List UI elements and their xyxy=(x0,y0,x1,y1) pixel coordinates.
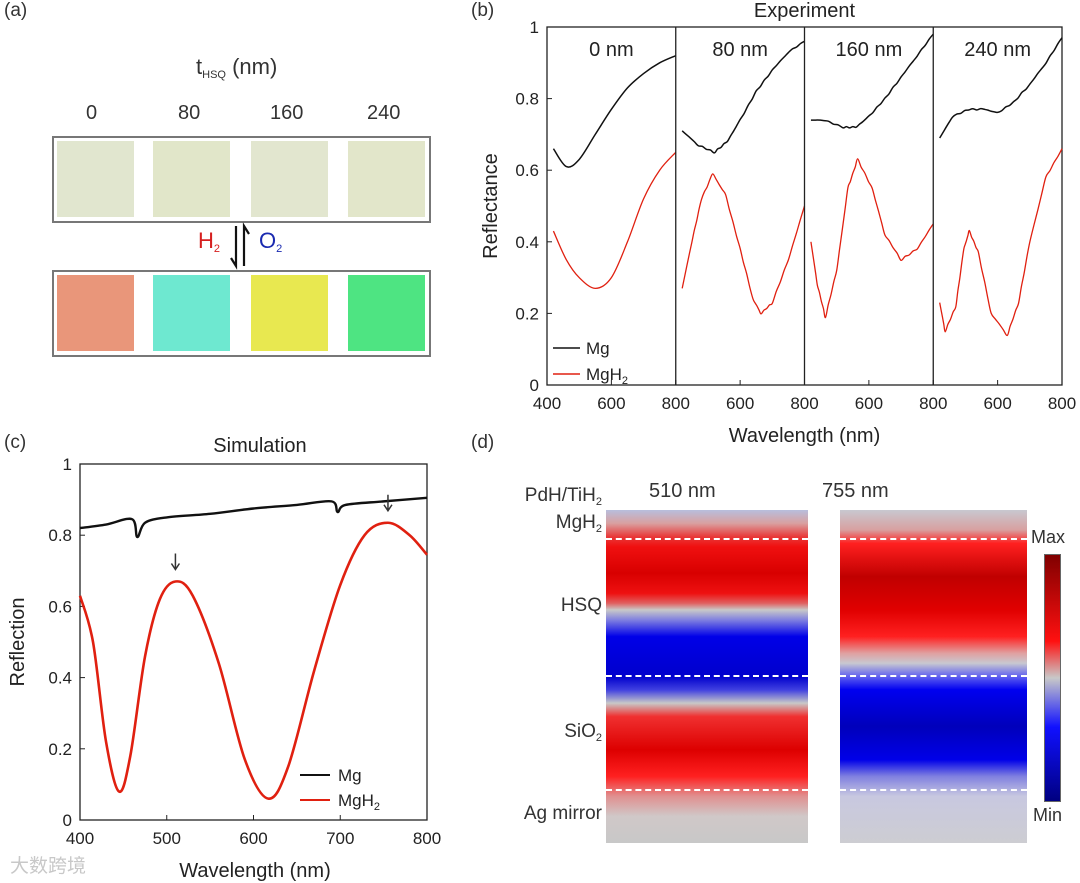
sample-square-mg-80 xyxy=(153,141,230,217)
layer-label-ag-mirror: Ag mirror xyxy=(523,803,602,824)
sample-square-mgh2-240 xyxy=(348,275,425,351)
y-tick-label-c: 0.4 xyxy=(48,669,72,688)
sample-row-mg xyxy=(52,136,431,223)
sample-square-mgh2-80 xyxy=(153,275,230,351)
y-tick-label-c: 1 xyxy=(63,455,72,474)
watermark: 大数跨境 xyxy=(10,856,87,877)
legend-label-c: MgH2 xyxy=(338,791,380,813)
y-tick-label-c: 0.8 xyxy=(48,526,72,545)
x-tick-label-b: 400 xyxy=(533,394,561,413)
layer-boundary xyxy=(840,675,1027,677)
layer-label-hsq: HSQ xyxy=(560,595,602,616)
y-tick-label-b: 0.6 xyxy=(515,161,539,180)
chart-title-c: Simulation xyxy=(213,435,306,457)
sample-square-mgh2-0 xyxy=(57,275,134,351)
peak-arrow-icon xyxy=(170,553,181,571)
legend-label-b: MgH2 xyxy=(586,365,628,387)
subpanel-label-b: 240 nm xyxy=(964,39,1031,61)
reversible-arrows-icon xyxy=(230,222,250,270)
plot-frame-c xyxy=(79,463,428,821)
layer-boundary xyxy=(840,789,1027,791)
legend-label-c: Mg xyxy=(338,766,362,785)
subpanel-label-b: 160 nm xyxy=(836,39,903,61)
x-tick-label-b: 800 xyxy=(1048,394,1076,413)
x-tick-label-b: 600 xyxy=(983,394,1011,413)
layer-boundary xyxy=(606,789,808,791)
series-mg-80nm xyxy=(681,40,805,154)
x-tick-label-b: 800 xyxy=(790,394,818,413)
series-mgh2-c xyxy=(78,521,428,800)
x-tick-label-b: 800 xyxy=(919,394,947,413)
panel-label-d: (d) xyxy=(471,432,495,453)
x-tick-label-b: 600 xyxy=(597,394,625,413)
x-axis-label-b: Wavelength (nm) xyxy=(729,425,881,447)
heatmap-column-755: 755 nm xyxy=(822,480,889,502)
colorbar xyxy=(1044,554,1061,802)
layer-boundary xyxy=(606,675,808,677)
series-mg-160nm xyxy=(810,33,934,129)
subpanel-label-b: 0 nm xyxy=(589,39,633,61)
sample-row-mgh2 xyxy=(52,270,431,357)
subpanel-label-b: 80 nm xyxy=(712,39,768,61)
layer-label-mgh2: MgH2 xyxy=(555,512,602,535)
y-axis-label-c: Reflection xyxy=(7,598,29,687)
y-tick-label-b: 0.2 xyxy=(515,304,539,323)
x-tick-label-b: 800 xyxy=(662,394,690,413)
x-tick-label-b: 600 xyxy=(855,394,883,413)
heatmap-column-510: 510 nm xyxy=(649,480,716,502)
y-tick-label-b: 0.4 xyxy=(515,233,539,252)
chart-title-b: Experiment xyxy=(754,0,856,22)
series-mg-240nm xyxy=(939,37,1063,139)
o2-label: O2 xyxy=(259,228,283,255)
x-axis-label-c: Wavelength (nm) xyxy=(179,860,331,882)
sample-square-mg-160 xyxy=(251,141,328,217)
x-tick-label-c: 500 xyxy=(153,829,181,848)
legend-label-b: Mg xyxy=(586,339,610,358)
layer-boundary xyxy=(840,538,1027,540)
y-tick-label-b: 0 xyxy=(530,376,539,395)
series-mgh2-160nm xyxy=(810,158,934,319)
x-tick-label-b: 600 xyxy=(726,394,754,413)
x-tick-label-c: 400 xyxy=(66,829,94,848)
x-tick-label-c: 600 xyxy=(239,829,267,848)
column-label-160: 160 xyxy=(270,102,304,124)
panel-label-c: (c) xyxy=(4,432,27,453)
h2-label: H2 xyxy=(198,228,221,255)
x-tick-label-c: 800 xyxy=(413,829,441,848)
peak-arrow-icon xyxy=(383,494,393,513)
y-tick-label-c: 0.2 xyxy=(48,740,72,759)
y-tick-label-b: 0.8 xyxy=(515,90,539,109)
column-label-80: 80 xyxy=(178,102,201,124)
sample-square-mg-0 xyxy=(57,141,134,217)
series-mg-c xyxy=(79,496,428,539)
panel-label-a: (a) xyxy=(4,0,28,21)
colorbar-min-label: Min xyxy=(1033,805,1063,825)
y-axis-label-b: Reflectance xyxy=(480,153,502,259)
x-tick-label-c: 700 xyxy=(326,829,354,848)
panel-label-b: (b) xyxy=(471,0,495,21)
layer-boundary xyxy=(606,538,808,540)
y-tick-label-b: 1 xyxy=(530,18,539,37)
y-tick-label-c: 0 xyxy=(63,811,72,830)
sample-square-mg-240 xyxy=(348,141,425,217)
y-tick-label-c: 0.6 xyxy=(48,597,72,616)
panel-a-title: tHSQ (nm) xyxy=(196,54,278,81)
colorbar-max-label: Max xyxy=(1031,527,1066,547)
series-mgh2-0nm xyxy=(552,151,677,289)
series-mgh2-80nm xyxy=(681,173,806,315)
series-mgh2-240nm xyxy=(939,148,1063,337)
layer-label-pdh-tih2: PdH/TiH2 xyxy=(524,485,602,508)
sample-square-mgh2-160 xyxy=(251,275,328,351)
column-label-0: 0 xyxy=(86,102,98,124)
column-label-240: 240 xyxy=(367,102,401,124)
layer-label-sio2: SiO2 xyxy=(564,721,602,744)
series-mg-0nm xyxy=(552,54,677,168)
